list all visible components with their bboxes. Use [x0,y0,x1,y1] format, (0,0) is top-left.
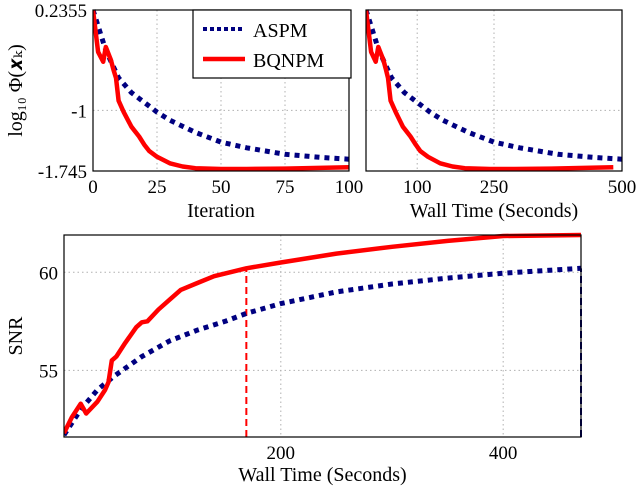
plot-frame [365,9,623,172]
series-aspm [93,9,349,162]
series-bqnpm [93,9,349,171]
y-tick-label: 0.2355 [35,1,87,22]
series-aspm [64,265,581,437]
panel-snr: 200 400 55 60 Wall Time (Seconds) SNR [5,232,582,486]
x-tick-label: 25 [148,177,167,198]
x-tick-label: 0 [88,177,98,198]
legend: ASPM BQNPM [192,9,352,79]
y-tick-label: 60 [39,263,58,284]
x-tick-label: 75 [276,177,295,198]
y-axis-label: SNR [5,316,27,356]
x-tick-label: 100 [335,177,364,198]
x-axis-label: Wall Time (Seconds) [238,464,406,486]
y-tick-label: -1.745 [38,162,87,183]
x-tick-label: 250 [480,177,509,198]
panel-walltime-objective: 100 250 500 Wall Time (Seconds) [365,9,637,222]
legend-aspm-label: ASPM [253,20,308,42]
series-aspm [366,9,622,162]
legend-box [192,9,352,79]
series-bqnpm [366,9,614,171]
series-bqnpm [64,232,581,435]
plot-frame [63,234,582,438]
x-tick-label: 100 [403,177,432,198]
y-tick-label: 55 [39,361,58,382]
x-tick-label: 50 [212,177,231,198]
panel-iteration: 0 25 50 75 100 -1.745 -1 0.2355 Iteration log₁₀ Φ… [5,1,363,222]
legend-bqnpm-label: BQNPM [253,50,324,72]
y-axis-label: log₁₀ Φ(𝒙ₖ) [5,44,27,137]
x-tick-label: 500 [608,177,637,198]
x-tick-label: 400 [489,443,518,464]
y-tick-label: -1 [71,101,87,122]
x-axis-label: Iteration [187,200,255,222]
x-tick-label: 200 [267,443,296,464]
x-axis-label: Wall Time (Seconds) [410,200,578,222]
